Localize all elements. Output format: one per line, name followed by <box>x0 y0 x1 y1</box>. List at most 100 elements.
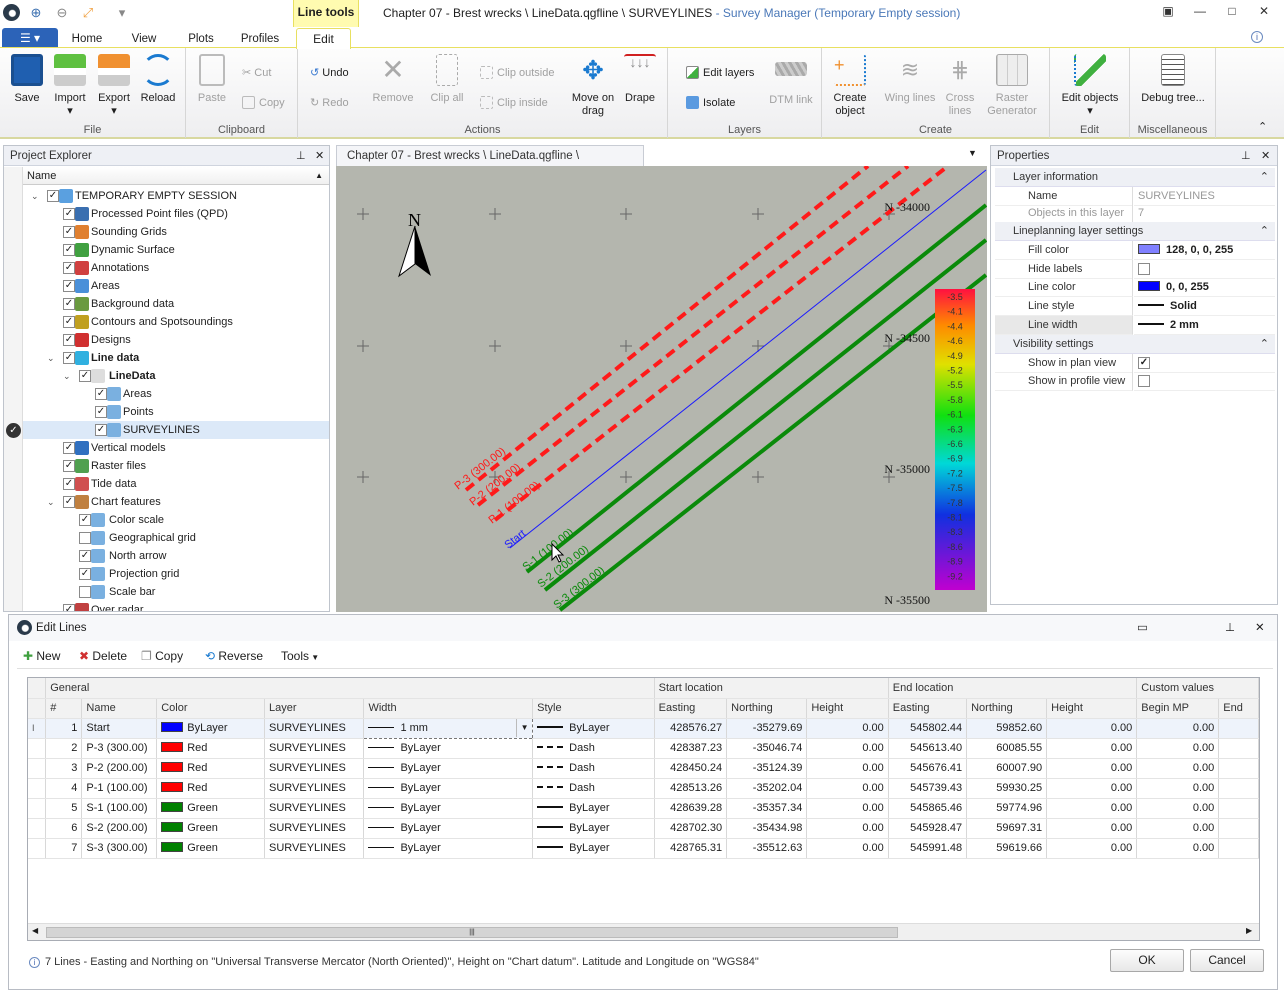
row-number[interactable]: 5 <box>45 798 83 819</box>
visibility-checkbox[interactable]: ✓ <box>63 334 75 346</box>
column-header[interactable]: Northing <box>966 698 1048 719</box>
name-cell[interactable]: Start <box>81 718 158 739</box>
end-height[interactable]: 0.00 <box>1046 798 1138 819</box>
visibility-checkbox[interactable]: ✓ <box>79 370 91 382</box>
tree-item[interactable]: ✓ Processed Point files (QPD) <box>23 205 329 223</box>
clip-inside-button[interactable]: Clip inside <box>480 96 548 109</box>
tree-item[interactable]: ✓ Raster files <box>23 457 329 475</box>
name-column-header[interactable]: Name ▲ <box>23 167 329 185</box>
drape-button[interactable]: ↓↓↓ Drape <box>620 54 660 105</box>
start-easting[interactable]: 428639.28 <box>654 798 728 819</box>
clip-outside-button[interactable]: Clip outside <box>480 66 554 79</box>
column-header[interactable]: Style <box>532 698 655 719</box>
end-mp[interactable] <box>1218 718 1259 739</box>
visibility-checkbox[interactable]: ✓ <box>79 514 91 526</box>
width-cell[interactable]: ByLayer <box>363 738 534 759</box>
layer-cell[interactable]: SURVEYLINES <box>264 778 365 799</box>
tab-home[interactable]: Home <box>71 33 103 45</box>
tree-item[interactable]: ✓ Background data <box>23 295 329 313</box>
prop-value[interactable]: 2 mm <box>1134 316 1275 335</box>
table-row[interactable]: 2 P-3 (300.00) Red SURVEYLINES ByLayer Dash 42… <box>28 738 1259 759</box>
prop-line-color[interactable]: Line color 0, 0, 255 <box>995 278 1275 297</box>
row-number[interactable]: 2 <box>45 738 83 759</box>
visibility-checkbox[interactable]: ✓ <box>63 316 75 328</box>
end-northing[interactable]: 59619.66 <box>966 838 1048 859</box>
start-easting[interactable]: 428387.23 <box>654 738 728 759</box>
paste-button[interactable]: Paste <box>192 54 232 105</box>
start-easting[interactable]: 428702.30 <box>654 818 728 839</box>
restore-layout-icon[interactable]: ▣ <box>1162 4 1174 18</box>
start-height[interactable]: 0.00 <box>806 738 889 759</box>
column-header[interactable]: Easting <box>888 698 968 719</box>
visibility-checkbox[interactable] <box>79 532 91 544</box>
tree-item[interactable]: Geographical grid <box>23 529 329 547</box>
pin-icon[interactable]: ⊥ <box>1225 622 1236 634</box>
column-header[interactable]: End <box>1218 698 1259 719</box>
end-mp[interactable] <box>1218 778 1259 799</box>
import-button[interactable]: Import ▾ <box>50 54 90 118</box>
start-height[interactable]: 0.00 <box>806 838 889 859</box>
prop-hide-labels[interactable]: Hide labels <box>995 260 1275 279</box>
end-mp[interactable] <box>1218 758 1259 779</box>
tree-item[interactable]: ✓ North arrow <box>23 547 329 565</box>
visibility-checkbox[interactable]: ✓ <box>95 406 107 418</box>
end-northing[interactable]: 59697.31 <box>966 818 1048 839</box>
layer-cell[interactable]: SURVEYLINES <box>264 738 365 759</box>
visibility-checkbox[interactable]: ✓ <box>47 190 59 202</box>
tree-item[interactable]: ✓ Over radar <box>23 601 329 611</box>
help-icon[interactable]: i <box>1251 31 1263 43</box>
profile-view-checkbox[interactable] <box>1138 375 1150 387</box>
table-row[interactable]: I 1 Start ByLayer SURVEYLINES 1 mm ▼ ByLayer 428… <box>28 717 1259 739</box>
color-cell[interactable]: Green <box>156 838 265 859</box>
column-header[interactable]: Height <box>806 698 889 719</box>
collapse-arrow-icon[interactable]: ⌄ <box>47 497 55 507</box>
pin-icon[interactable]: ⊥ <box>296 150 306 162</box>
tree-item[interactable]: ✓ Projection grid <box>23 565 329 583</box>
visibility-checkbox[interactable]: ✓ <box>79 550 91 562</box>
dtm-link-button[interactable]: DTM link <box>768 54 814 107</box>
style-cell[interactable]: Dash <box>532 738 655 759</box>
begin-mp[interactable]: 0.00 <box>1136 718 1220 739</box>
end-height[interactable]: 0.00 <box>1046 758 1138 779</box>
end-height[interactable]: 0.00 <box>1046 838 1138 859</box>
layer-cell[interactable]: SURVEYLINES <box>264 838 365 859</box>
tree-item[interactable]: ✓ SURVEYLINES <box>23 421 329 439</box>
move-on-drag-button[interactable]: ✥ Move on drag <box>568 54 618 118</box>
tools-menu[interactable]: Tools ▼ <box>281 649 319 663</box>
table-row[interactable]: 7 S-3 (300.00) Green SURVEYLINES ByLayer ByLa… <box>28 838 1259 859</box>
visibility-checkbox[interactable] <box>79 586 91 598</box>
tab-profiles[interactable]: Profiles <box>240 33 280 45</box>
plan-view-checkbox[interactable]: ✓ <box>1138 357 1150 369</box>
zoom-in-icon[interactable]: ⊕ <box>30 5 42 20</box>
edit-objects-button[interactable]: Edit objects ▾ <box>1056 54 1124 118</box>
collapse-arrow-icon[interactable]: ⌄ <box>63 371 71 381</box>
maximize-button[interactable]: □ <box>1228 4 1236 18</box>
close-dialog-icon[interactable]: ✕ <box>1255 622 1265 634</box>
begin-mp[interactable]: 0.00 <box>1136 778 1220 799</box>
tree-item[interactable]: ✓ Contours and Spotsoundings <box>23 313 329 331</box>
column-header[interactable]: Color <box>156 698 265 719</box>
table-row[interactable]: 6 S-2 (200.00) Green SURVEYLINES ByLayer ByLa… <box>28 818 1259 839</box>
reverse-button[interactable]: ⟲ Reverse <box>205 649 263 663</box>
cancel-button[interactable]: Cancel <box>1190 949 1264 972</box>
delete-button[interactable]: ✖ Delete <box>79 649 127 663</box>
name-cell[interactable]: P-1 (100.00) <box>81 778 158 799</box>
prop-value[interactable]: 128, 0, 0, 255 <box>1134 241 1275 260</box>
width-cell[interactable]: ByLayer <box>363 838 534 859</box>
edit-layers-button[interactable]: Edit layers <box>686 66 754 79</box>
end-easting[interactable]: 545865.46 <box>888 798 968 819</box>
visibility-checkbox[interactable]: ✓ <box>63 298 75 310</box>
tree-item[interactable]: ⌄ ✓ Chart features <box>23 493 329 511</box>
minimize-button[interactable]: — <box>1194 4 1206 18</box>
start-height[interactable]: 0.00 <box>806 718 889 739</box>
tree-item[interactable]: ✓ Areas <box>23 385 329 403</box>
zoom-out-icon[interactable]: ⊖ <box>56 5 68 20</box>
undo-button[interactable]: ↺ Undo <box>310 66 349 79</box>
tree-item[interactable]: ⌄ ✓ LineData <box>23 367 329 385</box>
column-header[interactable]: Name <box>81 698 158 719</box>
end-northing[interactable]: 60007.90 <box>966 758 1048 779</box>
collapse-arrow-icon[interactable]: ⌄ <box>31 191 39 201</box>
tab-plots[interactable]: Plots <box>188 33 214 45</box>
close-panel-icon[interactable]: ✕ <box>1261 150 1271 162</box>
prop-fill-color[interactable]: Fill color 128, 0, 0, 255 <box>995 241 1275 260</box>
